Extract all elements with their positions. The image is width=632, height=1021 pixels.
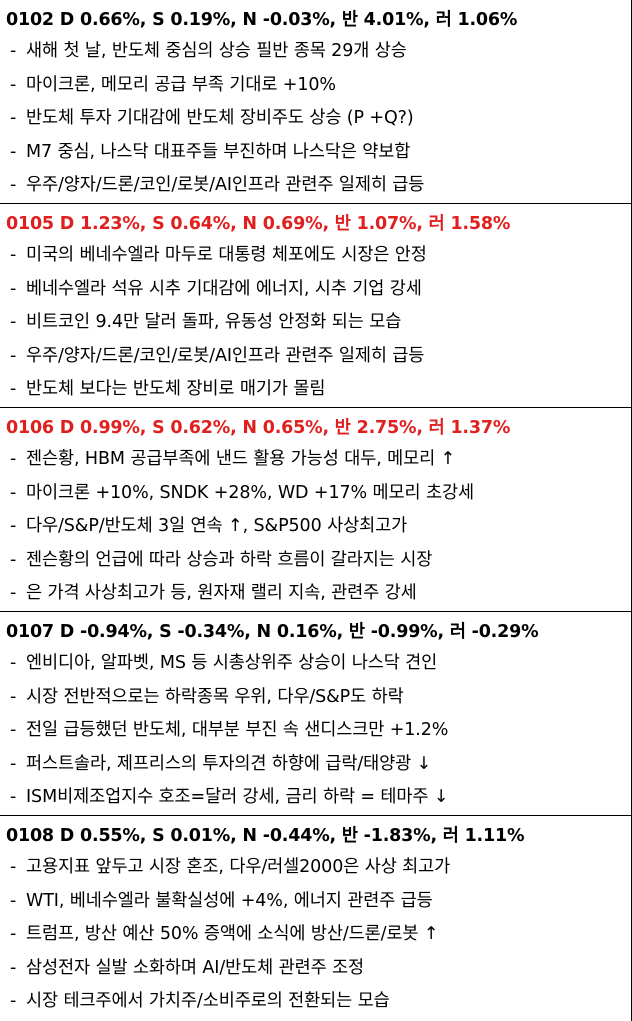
list-item: - 마이크론, 메모리 공급 부족 기대로 +10% [0,69,631,103]
day-section-0105: 0105 D 1.23%, S 0.64%, N 0.69%, 반 1.07%,… [0,204,631,408]
list-item: - 젠슨황의 언급에 따라 상승과 하락 흐름이 갈라지는 시장 [0,544,631,578]
list-item-text: 시장 전반적으로는 하락종목 우위, 다우/S&P도 하락 [26,686,404,707]
dash-bullet: - [10,74,17,95]
list-item: - 전일 급등했던 반도체, 대부분 부진 속 샌디스크만 +1.2% [0,714,631,748]
dash-bullet: - [10,449,17,469]
dash-bullet: - [10,753,17,774]
dash-bullet: - [10,991,17,1011]
dash-bullet: - [10,787,17,807]
dash-bullet: - [10,141,17,162]
list-item-text: 반도체 보다는 반도체 장비로 매기가 몰림 [26,379,326,399]
list-item: - 시장 테크주에서 가치주/소비주로의 전환되는 모습 [0,985,631,1019]
list-item: - 마이크론 +10%, SNDK +28%, WD +17% 메모리 초강세 [0,477,631,511]
list-item-text: 젠슨황, HBM 공급부족에 낸드 활용 가능성 대두, 메모리 ↑ [26,449,456,469]
list-item-text: 미국의 베네수엘라 마두로 대통령 체포에도 시장은 안정 [26,245,427,265]
list-item-text: 우주/양자/드론/코인/로봇/AI인프라 관련주 일제히 급등 [26,345,425,366]
list-item-text: 마이크론, 메모리 공급 부족 기대로 +10% [26,74,336,95]
day-header: 0106 D 0.99%, S 0.62%, N 0.65%, 반 2.75%,… [6,418,511,438]
list-item-text: 삼성전자 실발 소화하며 AI/반도체 관련주 조정 [26,957,365,978]
day-section-0106: 0106 D 0.99%, S 0.62%, N 0.65%, 반 2.75%,… [0,408,631,612]
day-section-0108: 0108 D 0.55%, S 0.01%, N -0.44%, 반 -1.83… [0,816,631,1021]
list-item-text: 은 가격 사상최고가 등, 원자재 랠리 지속, 관련주 강세 [26,583,417,603]
dash-bullet: - [10,41,17,61]
list-item: - 젠슨황, HBM 공급부족에 낸드 활용 가능성 대두, 메모리 ↑ [0,443,631,477]
day-header: 0105 D 1.23%, S 0.64%, N 0.69%, 반 1.07%,… [6,214,511,234]
dash-bullet: - [10,312,17,332]
dash-bullet: - [10,583,17,603]
day-header: 0108 D 0.55%, S 0.01%, N -0.44%, 반 -1.83… [6,826,525,846]
list-item: - 다우/S&P/반도체 3일 연속 ↑, S&P500 사상최고가 [0,510,631,544]
dash-bullet: - [10,653,17,673]
list-item: - ISM비제조업지수 호조=달러 강세, 금리 하락 = 테마주 ↓ [0,781,631,815]
dash-bullet: - [10,924,17,944]
dash-bullet: - [10,720,17,740]
day-section-0102: 0102 D 0.66%, S 0.19%, N -0.03%, 반 4.01%… [0,0,631,204]
list-item-text: 젠슨황의 언급에 따라 상승과 하락 흐름이 갈라지는 시장 [26,549,433,570]
day-header: 0102 D 0.66%, S 0.19%, N -0.03%, 반 4.01%… [6,10,518,30]
list-item-text: 엔비디아, 알파벳, MS 등 시총상위주 상승이 나스닥 견인 [26,653,438,673]
list-item: - 반도체 보다는 반도체 장비로 매기가 몰림 [0,373,631,407]
list-item: - 미국의 베네수엘라 마두로 대통령 체포에도 시장은 안정 [0,239,631,273]
list-item-text: 퍼스트솔라, 제프리스의 투자의견 하향에 급락/태양광 ↓ [26,753,432,774]
list-item: - WTI, 베네수엘라 불확실성에 +4%, 에너지 관련주 급등 [0,885,631,919]
dash-bullet: - [10,857,17,877]
list-item: - M7 중심, 나스닥 대표주들 부진하며 나스닥은 약보합 [0,136,631,170]
list-item-text: 반도체 투자 기대감에 반도체 장비주도 상승 (P +Q?) [26,108,414,128]
list-item-text: 베네수엘라 석유 시추 기대감에 에너지, 시추 기업 강세 [26,278,422,299]
day-header: 0107 D -0.94%, S -0.34%, N 0.16%, 반 -0.9… [6,622,539,642]
list-item-text: 트럼프, 방산 예산 50% 증액에 소식에 방산/드론/로봇 ↑ [26,924,439,944]
list-item-text: 다우/S&P/반도체 3일 연속 ↑, S&P500 사상최고가 [26,516,408,536]
list-item: - 삼성전자 실발 소화하며 AI/반도체 관련주 조정 [0,952,631,986]
dash-bullet: - [10,245,17,265]
list-item: - 우주/양자/드론/코인/로봇/AI인프라 관련주 일제히 급등 [0,340,631,374]
list-item: - 비트코인 9.4만 달러 돌파, 유동성 안정화 되는 모습 [0,306,631,340]
dash-bullet: - [10,516,17,536]
list-item-text: 비트코인 9.4만 달러 돌파, 유동성 안정화 되는 모습 [26,312,402,332]
list-item: - 베네수엘라 석유 시추 기대감에 에너지, 시추 기업 강세 [0,273,631,307]
list-item: -은 가격 사상최고가 등, 원자재 랠리 지속, 관련주 강세 [0,577,631,611]
day-section-0107: 0107 D -0.94%, S -0.34%, N 0.16%, 반 -0.9… [0,612,631,816]
dash-bullet: - [10,957,17,978]
dash-bullet: - [10,379,17,399]
list-item: - 트럼프, 방산 예산 50% 증액에 소식에 방산/드론/로봇 ↑ [0,918,631,952]
list-item: - 엔비디아, 알파벳, MS 등 시총상위주 상승이 나스닥 견인 [0,647,631,681]
list-item: - 새해 첫 날, 반도체 중심의 상승 필반 종목 29개 상승 [0,35,631,69]
dash-bullet: - [10,890,17,911]
list-item-text: 우주/양자/드론/코인/로봇/AI인프라 관련주 일제히 급등 [26,175,425,195]
list-item-text: 고용지표 앞두고 시장 혼조, 다우/러셀2000은 사상 최고가 [26,857,451,877]
dash-bullet: - [10,549,17,570]
list-item-text: 시장 테크주에서 가치주/소비주로의 전환되는 모습 [26,991,390,1011]
list-item-text: M7 중심, 나스닥 대표주들 부진하며 나스닥은 약보합 [26,141,411,162]
list-item: - 퍼스트솔라, 제프리스의 투자의견 하향에 급락/태양광 ↓ [0,748,631,782]
list-item: - 시장 전반적으로는 하락종목 우위, 다우/S&P도 하락 [0,681,631,715]
list-item-text: WTI, 베네수엘라 불확실성에 +4%, 에너지 관련주 급등 [26,890,433,911]
dash-bullet: - [10,686,17,707]
dash-bullet: - [10,278,17,299]
list-item: - 반도체 투자 기대감에 반도체 장비주도 상승 (P +Q?) [0,102,631,136]
list-item-text: 새해 첫 날, 반도체 중심의 상승 필반 종목 29개 상승 [26,41,407,61]
dash-bullet: - [10,108,17,128]
list-item-text: ISM비제조업지수 호조=달러 강세, 금리 하락 = 테마주 ↓ [26,787,449,807]
dash-bullet: - [10,345,17,366]
list-item: - 우주/양자/드론/코인/로봇/AI인프라 관련주 일제히 급등 [0,169,631,203]
dash-bullet: - [10,175,17,195]
list-item: - 고용지표 앞두고 시장 혼조, 다우/러셀2000은 사상 최고가 [0,851,631,885]
dash-bullet: - [10,482,17,503]
list-item-text: 전일 급등했던 반도체, 대부분 부진 속 샌디스크만 +1.2% [26,720,449,740]
list-item-text: 마이크론 +10%, SNDK +28%, WD +17% 메모리 초강세 [26,482,474,503]
